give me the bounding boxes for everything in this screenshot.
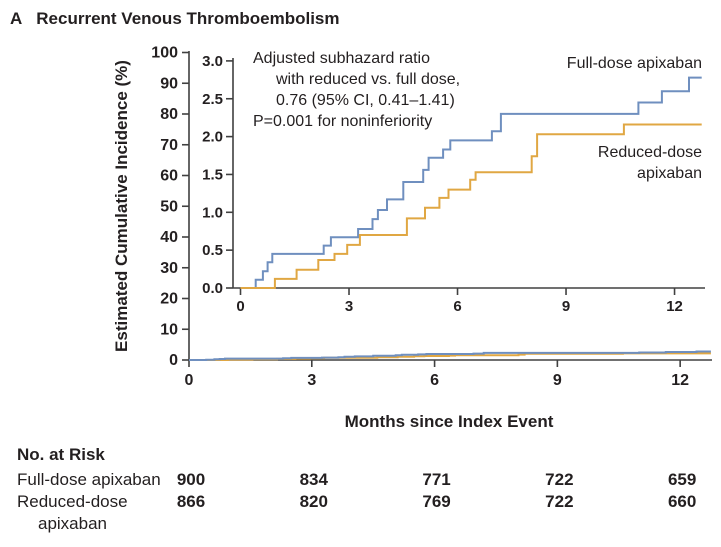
main-x-tick-label: 9: [553, 372, 562, 389]
risk-value: 769: [422, 492, 451, 511]
inset-plot-curves: [240, 76, 702, 289]
inset-x-tick-label: 0: [236, 298, 244, 315]
main-y-tick-label: 100: [151, 45, 178, 62]
legend-reduced-dose-label2: apixaban: [637, 165, 702, 182]
risk-value: 722: [545, 492, 574, 511]
main-y-tick-label: 60: [160, 168, 178, 185]
main-y-tick-label: 30: [160, 260, 178, 277]
main-y-tick-label: 80: [160, 106, 178, 123]
main-y-tick-label: 10: [160, 321, 178, 338]
annotation-line-4: P=0.001 for noninferiority: [253, 113, 432, 130]
main-y-tick-label: 20: [160, 291, 178, 308]
risk-value: 659: [667, 470, 697, 489]
annotation-line-2: with reduced vs. full dose,: [275, 71, 460, 88]
y-axis-label: Estimated Cumulative Incidence (%): [112, 60, 131, 352]
risk-value: 820: [299, 492, 328, 511]
risk-value: 866: [176, 492, 206, 511]
inset-y-tick-label: 1.0: [202, 204, 223, 221]
annotation-line-1: Adjusted subhazard ratio: [253, 50, 430, 67]
inset-y-tick-label: 2.5: [202, 91, 223, 108]
inset-x-tick-label: 3: [345, 298, 353, 315]
inset-curve-reduced-dose: [240, 123, 702, 289]
inset-y-tick-label: 0.5: [202, 242, 223, 259]
figure-header: A Recurrent Venous Thromboembolism: [10, 9, 340, 29]
x-axis-label: Months since Index Event: [345, 412, 554, 431]
main-x-tick-label: 6: [430, 372, 439, 389]
inset-y-tick-label: 0.0: [202, 280, 223, 297]
main-x-tick-label: 12: [671, 372, 689, 389]
inset-x-tick-label: 12: [666, 298, 683, 315]
main-y-tick-label: 50: [160, 198, 178, 215]
inset-curve-full-dose: [240, 76, 702, 289]
inset-axes: 0.0 0.5 1.0 1.5 2.0 2.5 3.0 0 3 6 9 12: [202, 53, 705, 315]
legend-full-dose-label: Full-dose apixaban: [567, 55, 702, 72]
main-y-tick-label: 40: [160, 229, 178, 246]
main-y-tick-label: 0: [169, 352, 178, 369]
legend-reduced-dose-label: Reduced-dose: [598, 144, 702, 161]
inset-x-tick-label: 6: [453, 298, 461, 315]
main-curve-full-dose: [189, 350, 711, 361]
risk-row-label: Reduced-dose: [17, 492, 128, 511]
risk-value: 834: [299, 470, 328, 489]
risk-row-label: Full-dose apixaban: [17, 470, 161, 489]
main-x-tick-label: 3: [307, 372, 316, 389]
inset-y-tick-label: 2.0: [202, 129, 223, 146]
legend: Full-dose apixaban Reduced-dose apixaban: [567, 55, 702, 182]
inset-y-tick-label: 1.5: [202, 166, 223, 183]
main-plot-curves: [189, 350, 711, 361]
main-y-tick-label: 70: [160, 137, 178, 154]
annotation-line-3: 0.76 (95% CI, 0.41–1.41): [276, 92, 455, 109]
main-y-tick-label: 90: [160, 75, 178, 92]
risk-value: 900: [176, 470, 206, 489]
figure-title: Recurrent Venous Thromboembolism: [36, 9, 340, 28]
risk-table-heading: No. at Risk: [17, 445, 105, 464]
inset-y-tick-label: 3.0: [202, 53, 223, 70]
risk-value: 660: [667, 492, 697, 511]
main-x-tick-label: 0: [185, 372, 194, 389]
panel-label: A: [10, 9, 23, 28]
risk-row-label: apixaban: [38, 514, 108, 533]
inset-x-tick-label: 9: [562, 298, 570, 315]
annotation-block: Adjusted subhazard ratio with reduced vs…: [253, 50, 460, 130]
risk-value: 722: [545, 470, 574, 489]
risk-value: 771: [422, 470, 451, 489]
